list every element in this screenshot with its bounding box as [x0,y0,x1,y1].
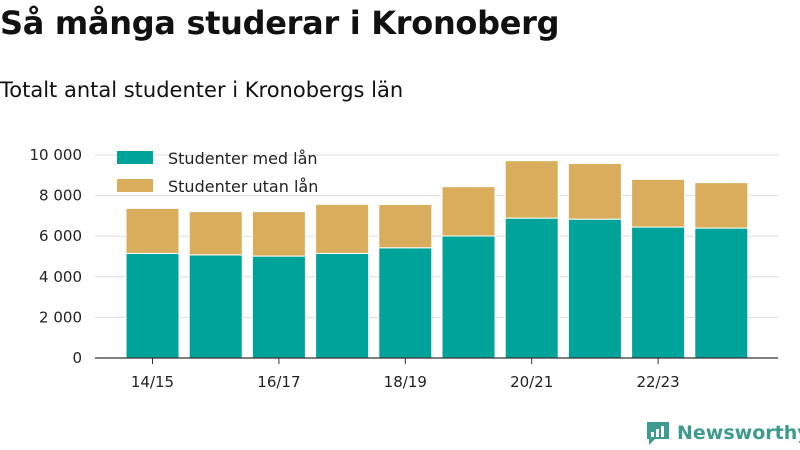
bar-med-lan [694,227,749,359]
legend-label: Studenter utan lån [168,177,318,196]
x-tick-label: 20/21 [510,373,553,391]
legend-swatch [117,151,153,164]
legend-label: Studenter med lån [168,149,318,168]
bar-med-lan [188,254,243,359]
bar-utan-lan [694,182,749,229]
x-tick-label: 18/19 [384,373,427,391]
bar-med-lan [125,252,180,359]
bar-med-lan [315,252,370,359]
y-tick-label: 4 000 [39,268,82,286]
x-tick-label: 22/23 [636,373,679,391]
bar-utan-lan [441,186,496,237]
bar-med-lan [441,235,496,359]
legend-swatch [117,179,153,192]
bar-med-lan [251,255,306,359]
newsworthy-logo-icon [647,422,669,445]
brand-name: Newsworthy [677,422,800,444]
bar-med-lan [504,217,559,359]
bar-utan-lan [567,163,622,220]
chart-subtitle: Totalt antal studenter i Kronobergs län [0,78,404,102]
y-tick-label: 6 000 [39,227,82,245]
bar-utan-lan [378,204,433,249]
bar-med-lan [567,218,622,359]
y-tick-label: 10 000 [30,146,83,164]
bar-utan-lan [315,203,370,254]
y-tick-label: 8 000 [39,187,82,205]
bar-utan-lan [188,211,243,256]
bar-utan-lan [631,178,686,228]
bar-utan-lan [504,160,559,219]
chart-title: Så många studerar i Kronoberg [0,4,560,42]
y-tick-label: 2 000 [39,308,82,326]
x-tick-label: 14/15 [131,373,174,391]
brand-logo: Newsworthy [645,420,800,446]
x-tick-label: 16/17 [257,373,300,391]
y-tick-label: 0 [72,349,82,367]
bar-med-lan [631,226,686,359]
bar-utan-lan [251,211,306,257]
bar-med-lan [378,247,433,359]
bar-utan-lan [125,207,180,254]
